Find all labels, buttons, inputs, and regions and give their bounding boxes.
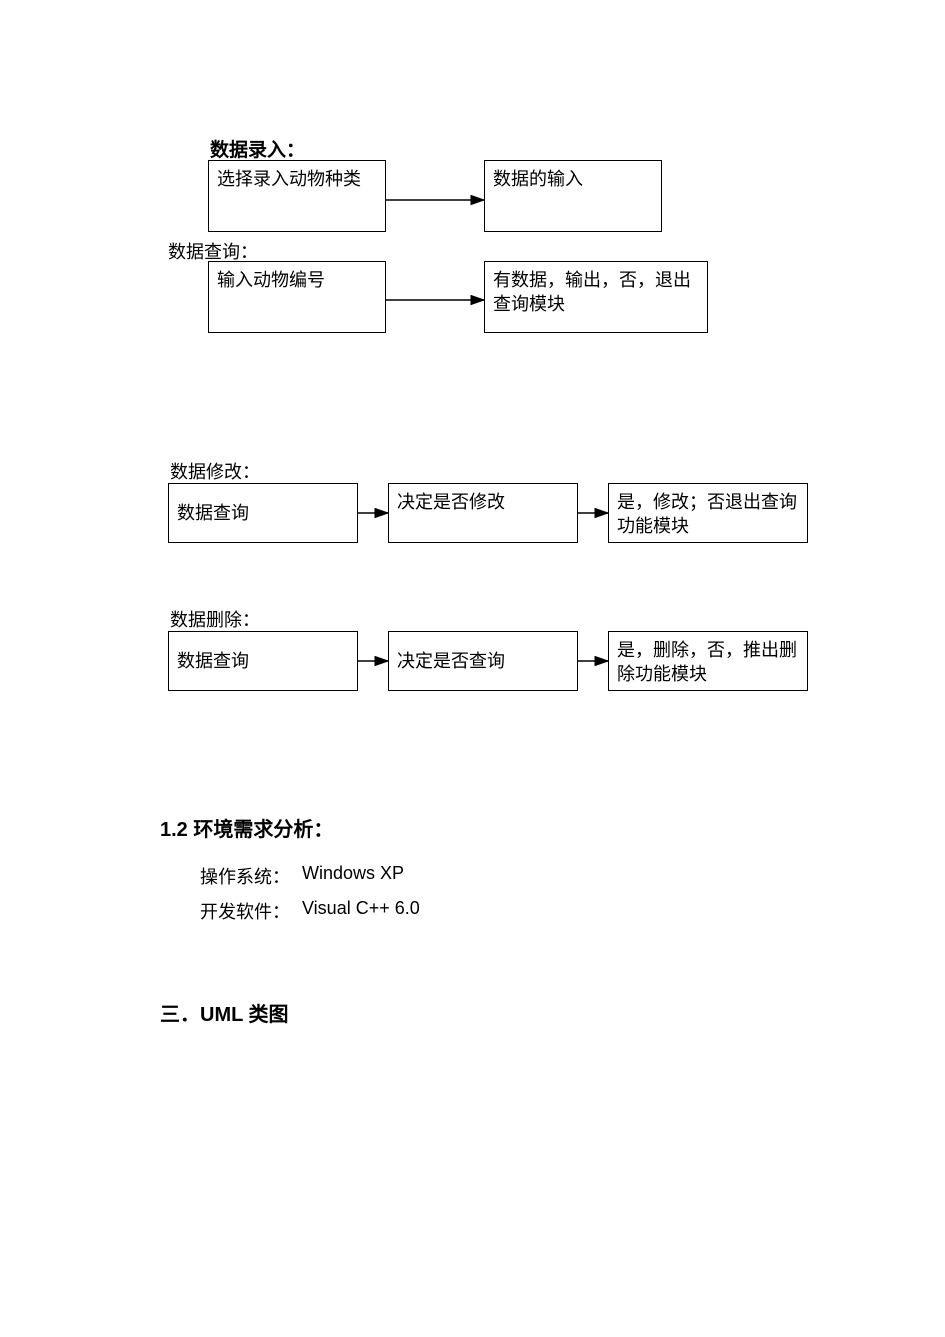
- env-row-1-value: Visual C++ 6.0: [302, 898, 420, 919]
- section-modify-title: 数据修改：: [170, 458, 260, 484]
- env-row-0-value: Windows XP: [302, 863, 404, 884]
- modify-box-3: 是，修改；否退出查询功能模块: [608, 483, 808, 543]
- modify-box-1: 数据查询: [168, 483, 358, 543]
- query-box-1: 输入动物编号: [208, 261, 386, 333]
- delete-box-3: 是，删除，否，推出删除功能模块: [608, 631, 808, 691]
- section-entry-title: 数据录入：: [210, 135, 305, 162]
- entry-box-2: 数据的输入: [484, 160, 662, 232]
- env-row-1-label: 开发软件：: [200, 898, 290, 924]
- env-heading: 1.2 环境需求分析：: [160, 813, 333, 842]
- page-root: 数据录入： 数据查询： 数据修改： 数据删除： 1.2 环境需求分析： 操作系统…: [0, 0, 945, 1337]
- env-row-0-label: 操作系统：: [200, 863, 290, 889]
- uml-heading: 三．UML 类图: [160, 998, 289, 1027]
- section-delete-title: 数据删除：: [170, 606, 260, 632]
- delete-box-1: 数据查询: [168, 631, 358, 691]
- delete-box-2: 决定是否查询: [388, 631, 578, 691]
- entry-box-1: 选择录入动物种类: [208, 160, 386, 232]
- query-box-2: 有数据，输出，否，退出查询模块: [484, 261, 708, 333]
- modify-box-2: 决定是否修改: [388, 483, 578, 543]
